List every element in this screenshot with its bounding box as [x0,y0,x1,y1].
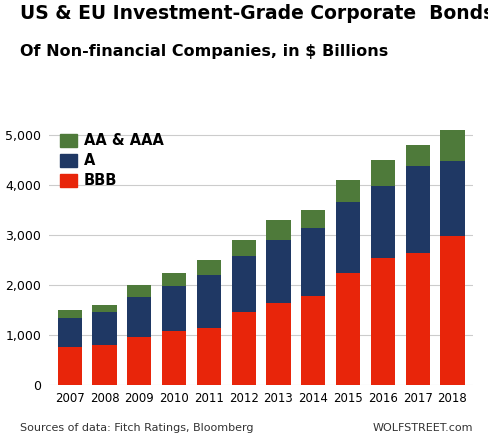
Bar [336,202,360,274]
Bar [266,303,291,385]
Bar [231,312,256,385]
Text: Of Non-financial Companies, in $ Billions: Of Non-financial Companies, in $ Billion… [20,44,388,59]
Bar [162,331,186,385]
Bar [162,274,186,286]
Bar [440,236,465,385]
Bar [301,296,325,385]
Bar [440,130,465,161]
Bar [197,260,221,275]
Bar [266,240,291,303]
Bar [371,258,395,385]
Bar [440,161,465,236]
Bar [301,229,325,296]
Bar [336,274,360,385]
Bar [127,337,151,385]
Bar [197,275,221,328]
Bar [58,310,82,319]
Bar [406,145,430,166]
Bar [301,210,325,229]
Bar [266,220,291,240]
Bar [231,240,256,256]
Bar [92,305,117,312]
Bar [92,312,117,345]
Bar [336,180,360,202]
Bar [406,253,430,385]
Text: Sources of data: Fitch Ratings, Bloomberg: Sources of data: Fitch Ratings, Bloomber… [20,423,253,433]
Bar [127,297,151,337]
Bar [371,160,395,186]
Bar [58,319,82,347]
Bar [406,166,430,253]
Bar [197,328,221,385]
Bar [231,256,256,312]
Legend: AA & AAA, A, BBB: AA & AAA, A, BBB [56,129,167,192]
Text: WOLFSTREET.com: WOLFSTREET.com [373,423,473,433]
Text: US & EU Investment-Grade Corporate  Bonds: US & EU Investment-Grade Corporate Bonds [20,4,488,23]
Bar [162,286,186,331]
Bar [92,345,117,385]
Bar [127,284,151,297]
Bar [58,347,82,385]
Bar [371,186,395,258]
